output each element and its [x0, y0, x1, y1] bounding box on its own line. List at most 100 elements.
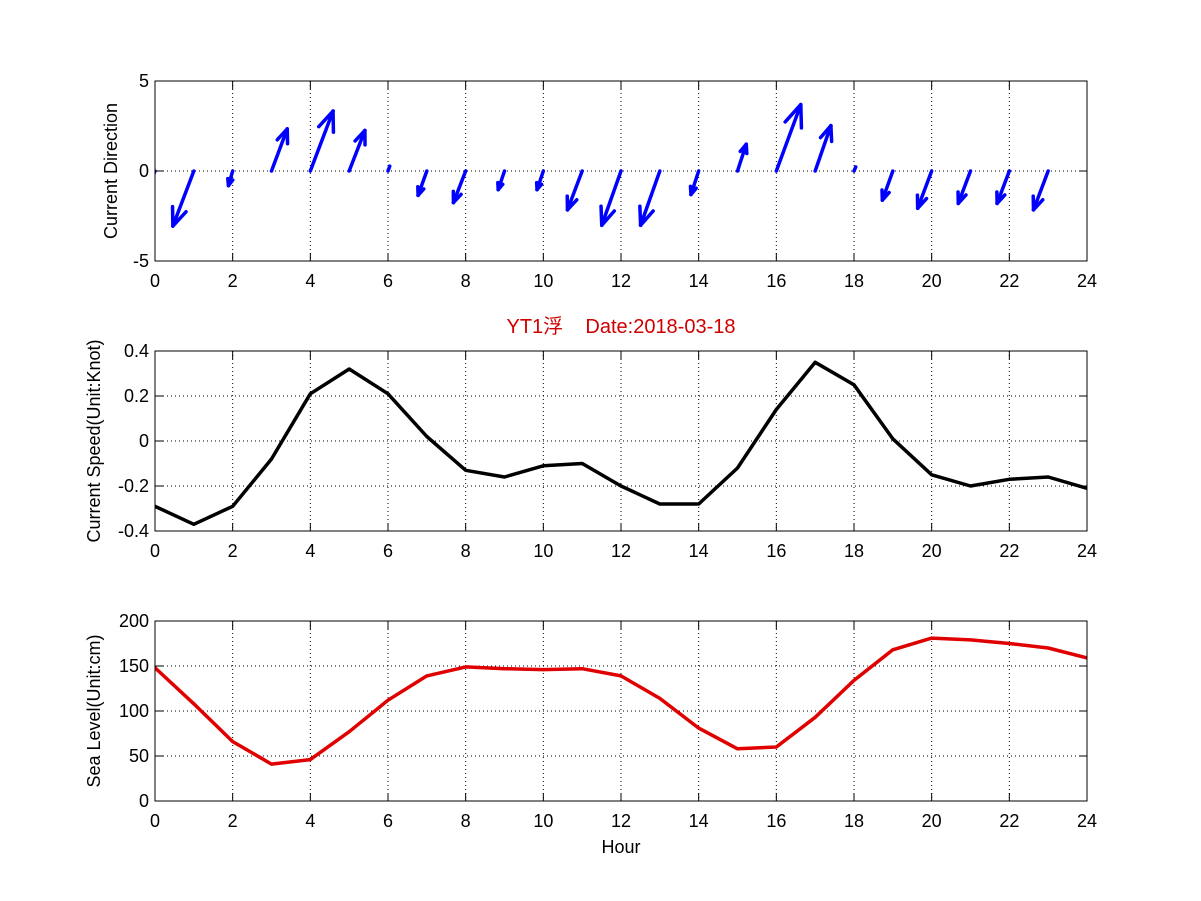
x-tick-label: 14 [689, 541, 709, 561]
y-tick-label: 0 [139, 791, 149, 811]
x-tick-label: 24 [1077, 271, 1097, 291]
x-tick-label: 20 [922, 541, 942, 561]
x-tick-label: 14 [689, 271, 709, 291]
quiver-arrow [226, 169, 235, 188]
y-axis-label: Current Direction [101, 103, 121, 239]
data-point [852, 383, 856, 387]
data-point [1046, 646, 1050, 650]
data-point [1046, 475, 1050, 479]
x-tick-label: 4 [305, 271, 315, 291]
data-point [541, 668, 545, 672]
data-point [270, 762, 273, 766]
x-tick-label: 12 [611, 811, 631, 831]
data-point [774, 745, 778, 749]
data-point [503, 667, 506, 671]
y-tick-label: 150 [119, 656, 149, 676]
data-point [541, 464, 545, 468]
x-tick-label: 10 [533, 271, 553, 291]
x-tick-label: 10 [533, 541, 553, 561]
quiver-arrow [638, 169, 662, 228]
x-tick-label: 2 [228, 811, 238, 831]
y-tick-label: 0.4 [124, 341, 149, 361]
data-point [813, 360, 817, 364]
data-point [347, 367, 351, 371]
data-point [969, 638, 972, 642]
data-point [347, 730, 351, 734]
data-point [231, 504, 235, 508]
x-tick-label: 4 [305, 541, 315, 561]
data-point [658, 502, 662, 506]
y-tick-label: 0 [139, 161, 149, 181]
data-point [969, 484, 972, 488]
x-tick-label: 2 [228, 541, 238, 561]
data-point [425, 674, 429, 678]
x-tick-label: 6 [383, 271, 393, 291]
quiver-arrow [386, 164, 392, 173]
data-point [580, 667, 584, 671]
y-tick-label: 0 [139, 431, 149, 451]
data-point [930, 473, 934, 477]
y-tick-label: -5 [133, 251, 149, 271]
data-point [386, 392, 390, 396]
data-point [891, 437, 895, 441]
data-point [425, 435, 429, 438]
y-tick-label: 100 [119, 701, 149, 721]
data-point [736, 466, 739, 470]
data-point [580, 462, 584, 465]
grid [155, 621, 1087, 801]
y-tick-label: 200 [119, 611, 149, 631]
quiver-arrow [688, 169, 701, 197]
data-point [270, 457, 273, 461]
x-tick-label: 12 [611, 271, 631, 291]
x-tick-label: 20 [922, 811, 942, 831]
x-tick-label: 22 [999, 811, 1019, 831]
quiver-arrow [956, 169, 973, 206]
x-tick-label: 8 [461, 271, 471, 291]
y-tick-label: 0.2 [124, 386, 149, 406]
quiver-arrow [496, 169, 507, 192]
x-tick-label: 22 [999, 541, 1019, 561]
data-point [697, 502, 701, 506]
quiver-arrow [416, 169, 429, 198]
chart-title: YT1浮 Date:2018-03-18 [506, 315, 735, 338]
x-tick-label: 8 [461, 811, 471, 831]
quiver-arrow [735, 142, 749, 173]
data-point [1007, 642, 1011, 645]
quiver-arrow [534, 169, 546, 192]
x-tick-label: 18 [844, 541, 864, 561]
quiver-arrow [170, 169, 196, 228]
data-point [464, 468, 468, 472]
data-point [308, 758, 312, 762]
quiver-arrow [915, 169, 934, 211]
quiver-arrow [269, 127, 290, 173]
data-point [308, 392, 312, 396]
x-tick-label: 18 [844, 811, 864, 831]
data-point [503, 475, 506, 479]
current-speed-panel: 0 2 4 6 8 10 12 14 16 18 20 22 24-0.4-0.200.20.4 Cur… [84, 339, 1097, 561]
quiver-arrow [880, 169, 895, 202]
data-point [386, 698, 390, 702]
data-point [930, 636, 934, 640]
x-tick-label: 4 [305, 811, 315, 831]
quiver-arrow [599, 169, 623, 228]
quiver-arrow [347, 128, 367, 173]
data-point [774, 408, 778, 411]
x-tick-label: 0 [150, 271, 160, 291]
data-point [464, 665, 468, 669]
data-point [619, 484, 623, 488]
data-point [658, 696, 662, 700]
x-tick-label: 18 [844, 271, 864, 291]
y-axis-label: Current Speed(Unit:Knot) [84, 339, 104, 542]
grid [155, 351, 1087, 531]
ticks: 0 2 4 6 8 10 12 14 16 18 20 22 24-505 [133, 71, 1097, 291]
data-point [1007, 477, 1011, 481]
x-tick-label: 8 [461, 541, 471, 561]
quiver-arrow [995, 169, 1012, 206]
quiver-arrow [308, 109, 336, 173]
x-tick-label: 16 [766, 811, 786, 831]
data-point [736, 747, 739, 751]
x-tick-label: 0 [150, 811, 160, 831]
quiver-arrow [774, 102, 804, 173]
